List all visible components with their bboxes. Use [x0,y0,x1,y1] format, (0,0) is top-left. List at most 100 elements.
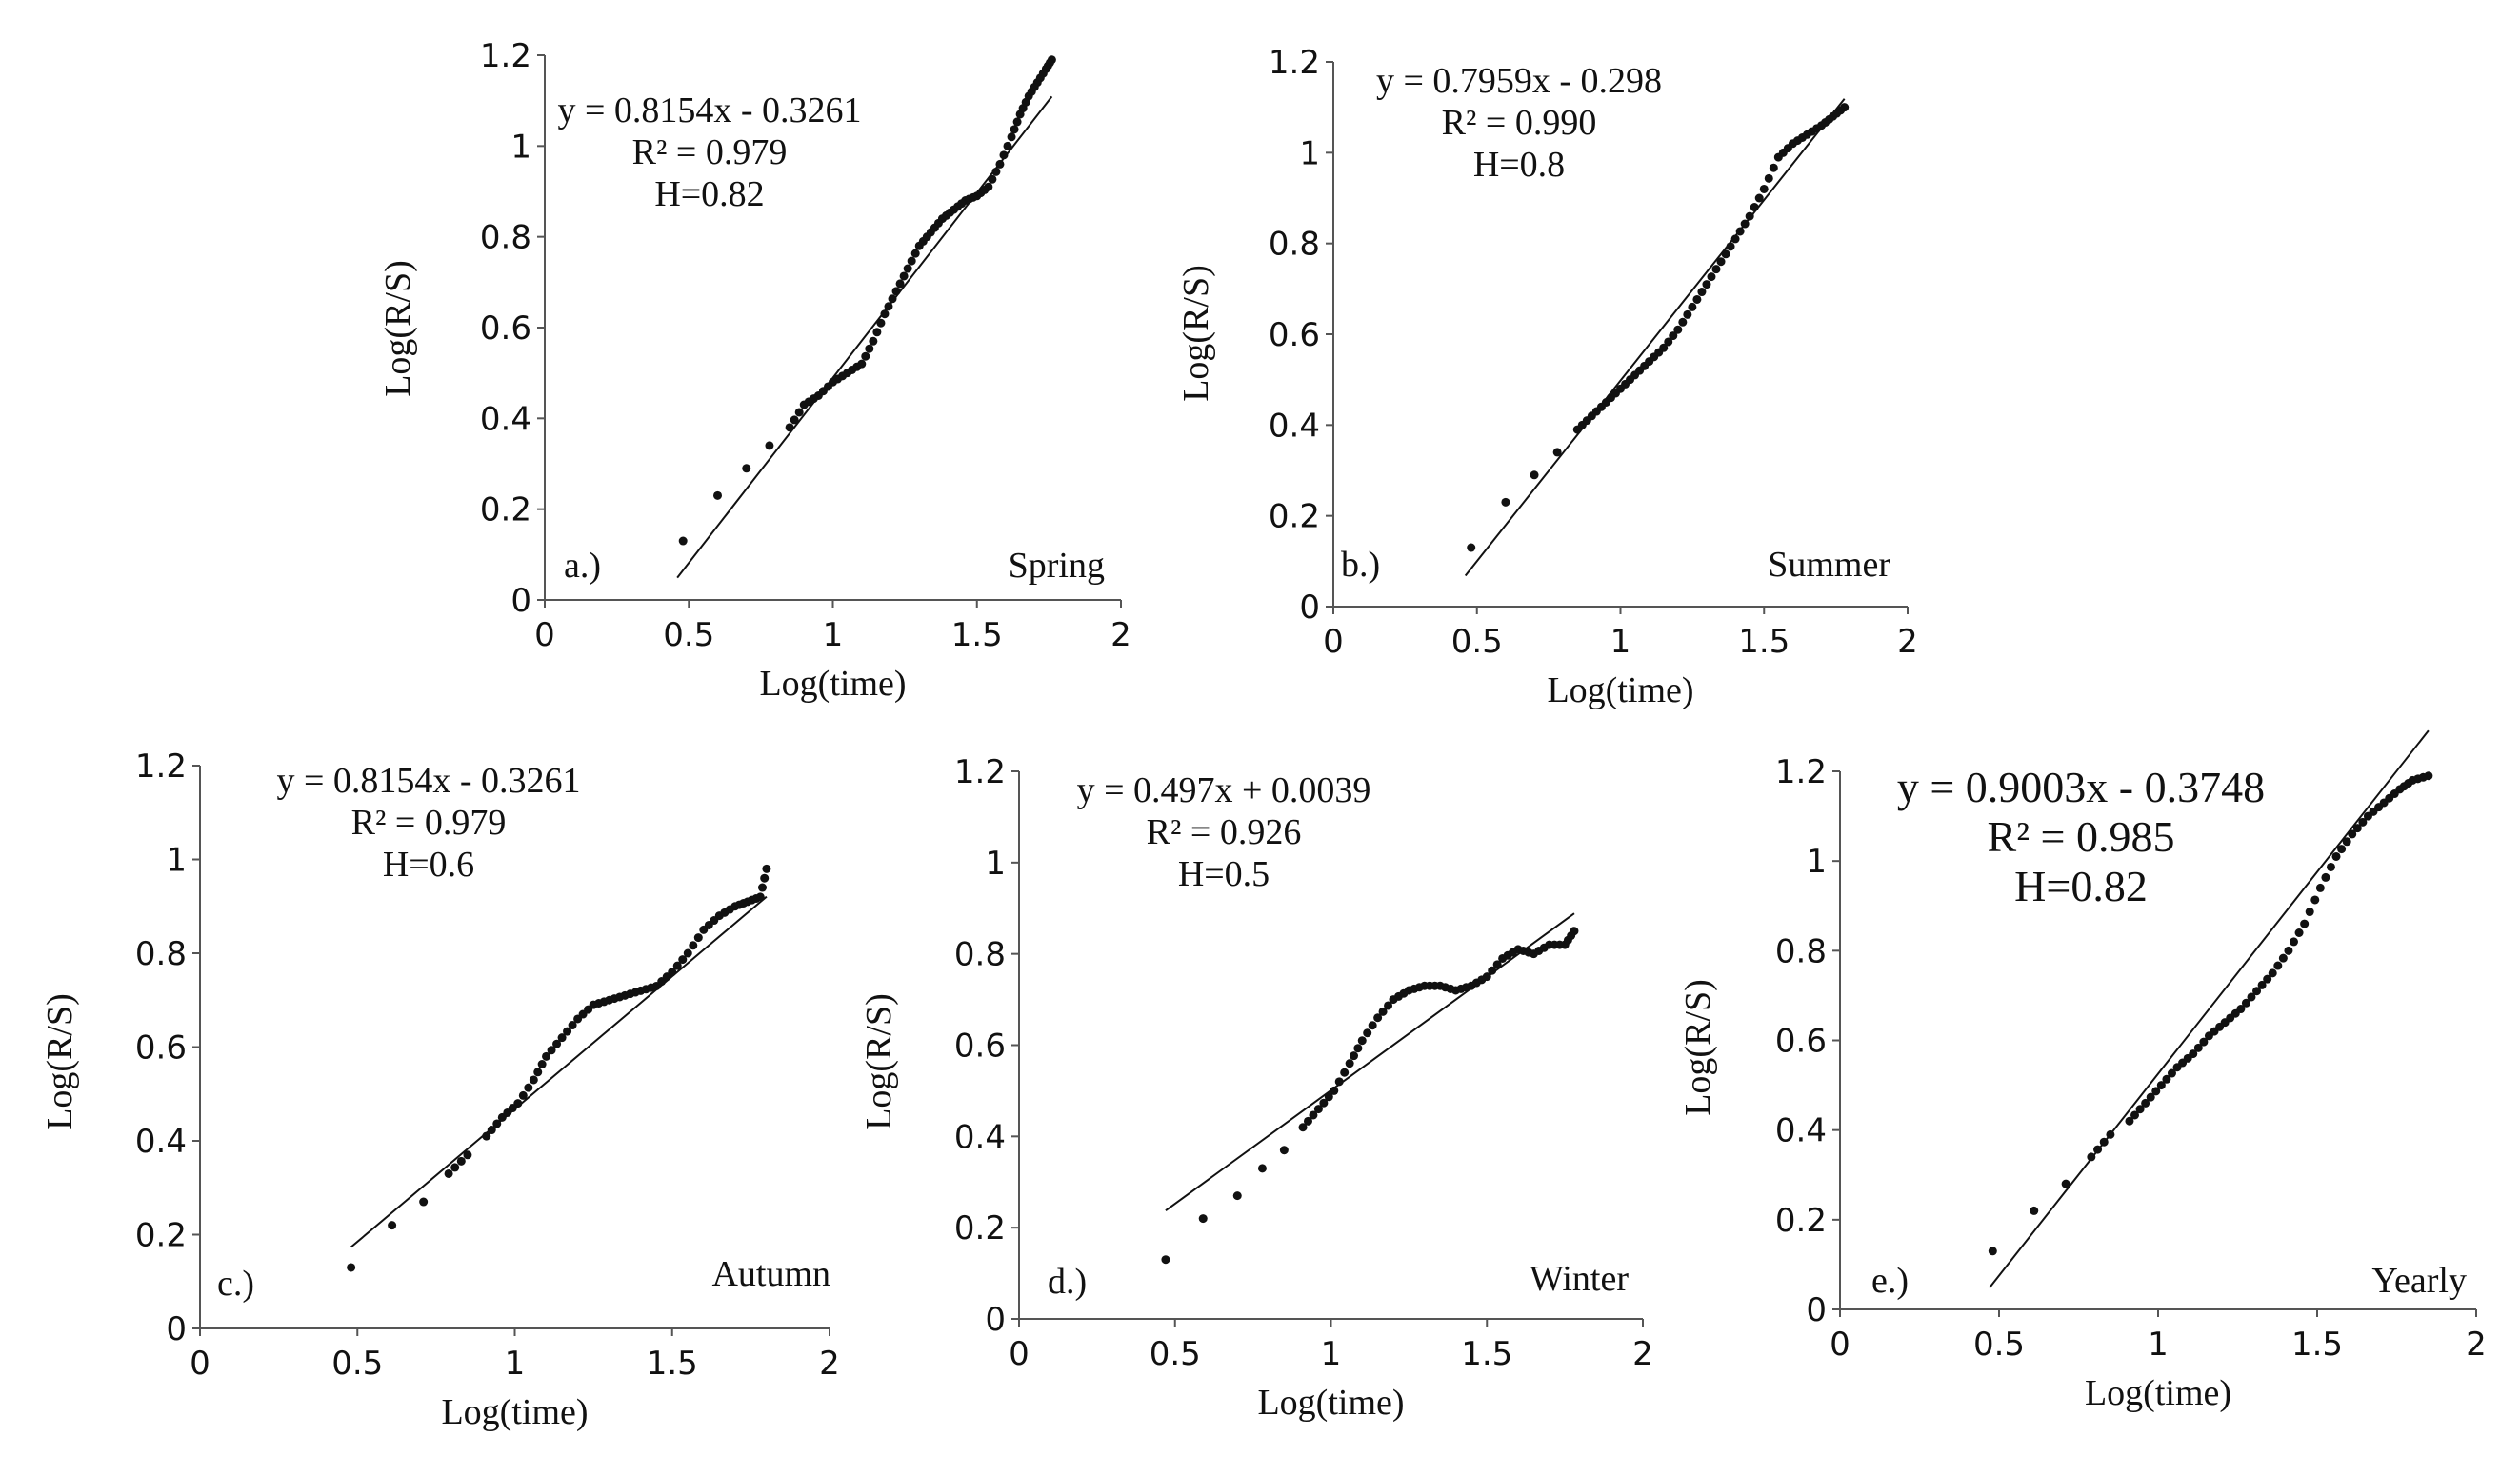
regression-equation: y = 0.9003x - 0.3748 [1897,763,2265,811]
data-point [2263,974,2272,984]
data-point [1340,1068,1350,1077]
data-point [1716,257,1726,267]
data-point [678,536,688,546]
data-point [1688,302,1697,311]
data-point [1232,1191,1242,1201]
data-point [1368,1021,1377,1030]
y-tick-label: 0.4 [135,1123,187,1161]
data-point [547,1046,556,1055]
data-point [672,961,682,970]
y-tick-label: 1.2 [480,37,531,75]
y-tick-label: 0.8 [954,936,1006,974]
data-point [823,382,832,391]
x-tick-label: 0.5 [663,616,714,654]
data-point [2199,1037,2209,1047]
data-point [1003,141,1012,150]
data-point [1726,242,1735,251]
y-tick-label: 0.2 [954,1209,1006,1247]
y-tick-label: 0.4 [1269,407,1320,445]
data-point [537,1060,547,1069]
data-point [2241,998,2250,1008]
data-point [865,344,874,353]
data-point [713,490,722,500]
data-point [852,362,862,371]
data-point [1707,272,1716,282]
x-tick-label: 2 [2466,1326,2487,1364]
r-squared-label: R² = 0.979 [632,132,788,172]
r-squared-label: R² = 0.926 [1147,812,1302,852]
data-point [1384,1001,1393,1010]
data-point [1567,931,1576,940]
y-tick-label: 0.2 [480,491,531,529]
regression-line [350,895,768,1248]
y-tick-label: 0 [166,1310,187,1348]
y-axis-title: Log(R/S) [40,993,80,1130]
data-point [1038,69,1048,78]
data-point [2374,803,2384,812]
y-tick-label: 1 [166,842,187,880]
data-point [1461,983,1470,992]
data-point [1161,1255,1170,1265]
y-tick-label: 0 [1299,589,1320,627]
data-point [2331,851,2341,861]
data-point [1740,219,1750,229]
x-tick-label: 1.5 [647,1345,698,1383]
data-point [1313,1105,1323,1114]
data-point [693,933,703,943]
data-point [884,302,893,311]
data-point [922,232,931,242]
data-point [1477,975,1487,985]
data-point [683,948,692,958]
data-point [1552,448,1562,457]
panel-label: e.) [1871,1261,1909,1301]
data-point [1363,1028,1372,1038]
data-point [2247,992,2256,1002]
data-point [946,208,955,217]
data-point [1735,227,1745,236]
data-point [1797,132,1807,142]
panel-winter: 0 0.2 0.4 0.6 0.8 1 1.2 0 0.5 1 1.5 2 Log(time) Log(R… [859,753,1653,1423]
x-tick-label: 1.5 [1738,623,1790,661]
data-point [2156,1081,2166,1090]
data-point [508,1104,517,1113]
data-point [533,1068,543,1077]
x-tick-label: 1 [2148,1326,2169,1364]
data-point [2326,862,2335,871]
y-tick-label: 1.2 [1775,753,1827,791]
data-point [1309,1110,1318,1120]
data-point [760,873,770,883]
data-point [1683,309,1692,319]
data-point [450,1163,460,1172]
season-label: Yearly [2371,1261,2467,1301]
y-tick-label: 0.8 [480,219,531,257]
data-point [2300,919,2310,928]
data-point [1501,497,1510,507]
data-point [895,279,905,289]
y-tick-label: 0.8 [1775,932,1827,970]
y-tick-label: 1.2 [135,748,187,786]
data-point [1654,348,1664,357]
data-point [568,1021,577,1030]
y-tick-label: 0 [985,1301,1006,1339]
data-point [2310,895,2320,905]
data-point [861,351,870,361]
data-point [2193,1043,2203,1052]
y-axis-title: Log(R/S) [1176,265,1216,402]
data-point [1378,1007,1388,1016]
data-point [880,309,890,319]
data-point [542,1051,551,1061]
x-axis-title: Log(time) [1547,670,1693,710]
data-point [1697,288,1707,297]
regression-equation: y = 0.7959x - 0.298 [1376,61,1662,101]
x-tick-label: 0.5 [331,1345,383,1383]
data-point [2337,845,2347,854]
data-point [1664,337,1673,347]
y-tick-label: 0.4 [480,400,531,438]
data-point [1673,325,1683,334]
data-point [2099,1137,2109,1147]
data-point [1446,984,1455,993]
data-point [524,1083,533,1092]
hurst-exponent-label: H=0.8 [1473,145,1565,185]
data-point [1324,1092,1333,1102]
